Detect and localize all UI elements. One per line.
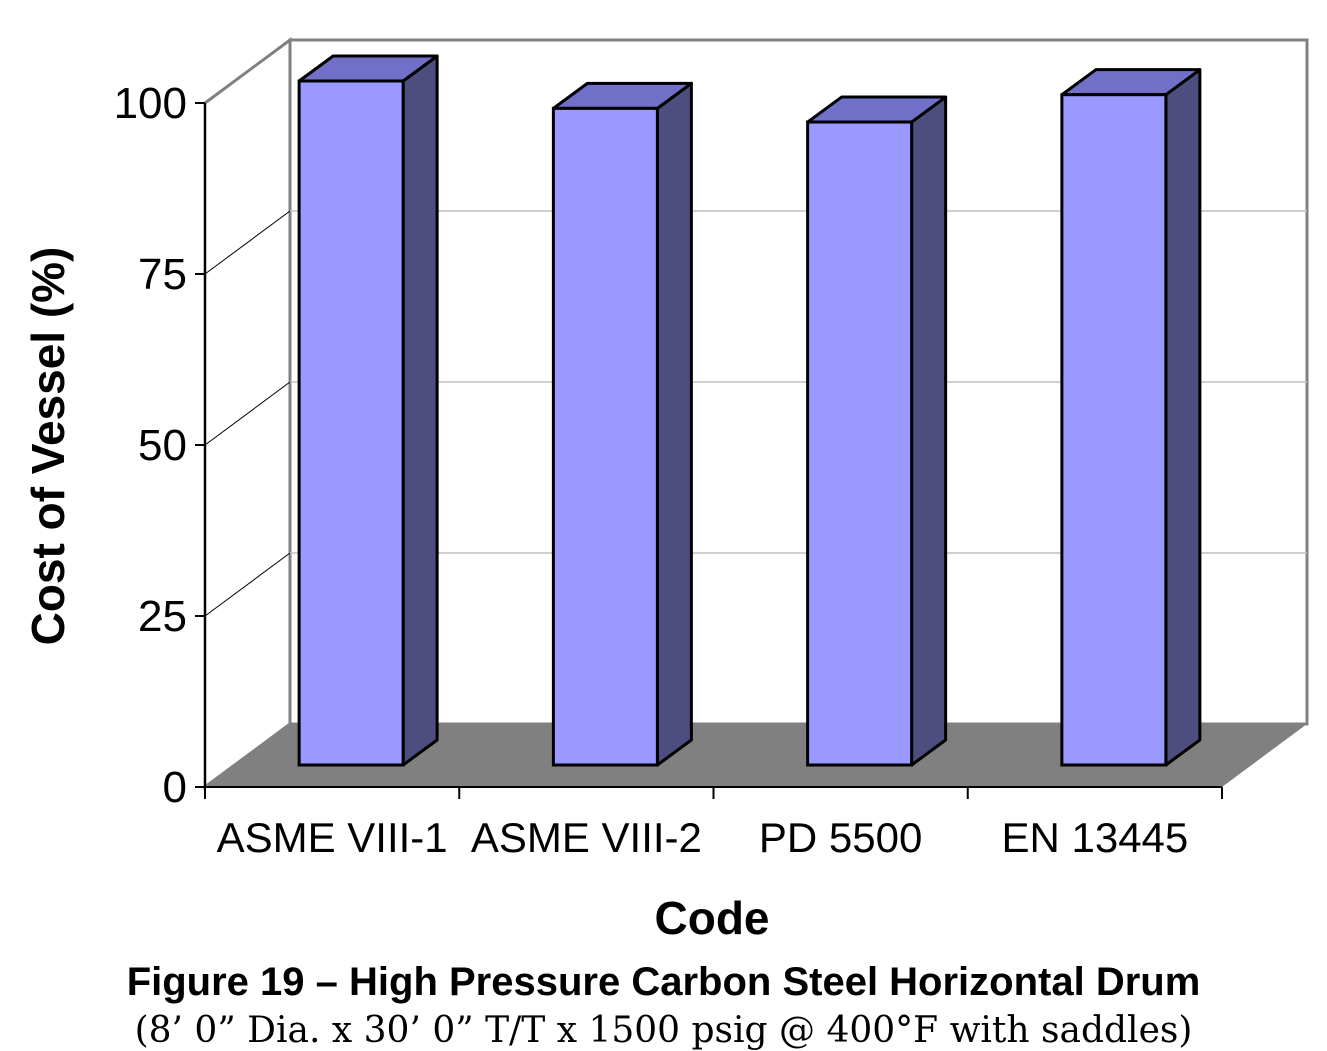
gridline-side: [204, 210, 291, 275]
bars: [297, 54, 1202, 767]
bar-2: [551, 81, 693, 767]
floor-plane: [205, 724, 1307, 787]
bar-front: [551, 106, 659, 767]
bar-side: [1164, 68, 1202, 767]
chart-floor: [205, 724, 1307, 787]
y-tick-label: 0: [163, 763, 187, 812]
gridline-side: [204, 552, 291, 617]
gridline-side: [204, 381, 291, 446]
bar-side: [655, 81, 693, 767]
category-label: ASME VIII-2: [471, 814, 702, 861]
category-label: ASME VIII-1: [217, 814, 448, 861]
category-label: EN 13445: [1001, 814, 1188, 861]
y-tick-label: 100: [114, 79, 187, 128]
y-axis-title: Cost of Vessel (%): [22, 247, 74, 646]
figure-caption-title: Figure 19 – High Pressure Carbon Steel H…: [126, 960, 1201, 1004]
bar-side: [401, 54, 439, 767]
bar-1: [297, 54, 439, 767]
x-axis-title: Code: [655, 892, 770, 944]
figure-caption-subtitle: (8’ 0” Dia. x 30’ 0” T/T x 1500 psig @ 4…: [134, 1010, 1193, 1051]
y-tick-label: 25: [138, 592, 187, 641]
y-tick-label: 50: [138, 421, 187, 470]
bar-front: [806, 120, 914, 767]
x-axis: [204, 786, 1223, 799]
y-tick-label: 75: [138, 250, 187, 299]
bar-side: [910, 95, 948, 767]
bar-front: [297, 79, 405, 767]
y-axis: 0 25 50 75 100: [114, 79, 206, 812]
category-label: PD 5500: [759, 814, 922, 861]
bar-4: [1060, 68, 1202, 767]
bar-3: [806, 95, 948, 767]
bar-chart: 0 25 50 75 100 ASME VIII-1 ASME VIII-2 PD 5500…: [22, 37, 1309, 944]
bar-front: [1060, 93, 1168, 767]
category-labels: ASME VIII-1 ASME VIII-2 PD 5500 EN 13445: [217, 814, 1189, 861]
